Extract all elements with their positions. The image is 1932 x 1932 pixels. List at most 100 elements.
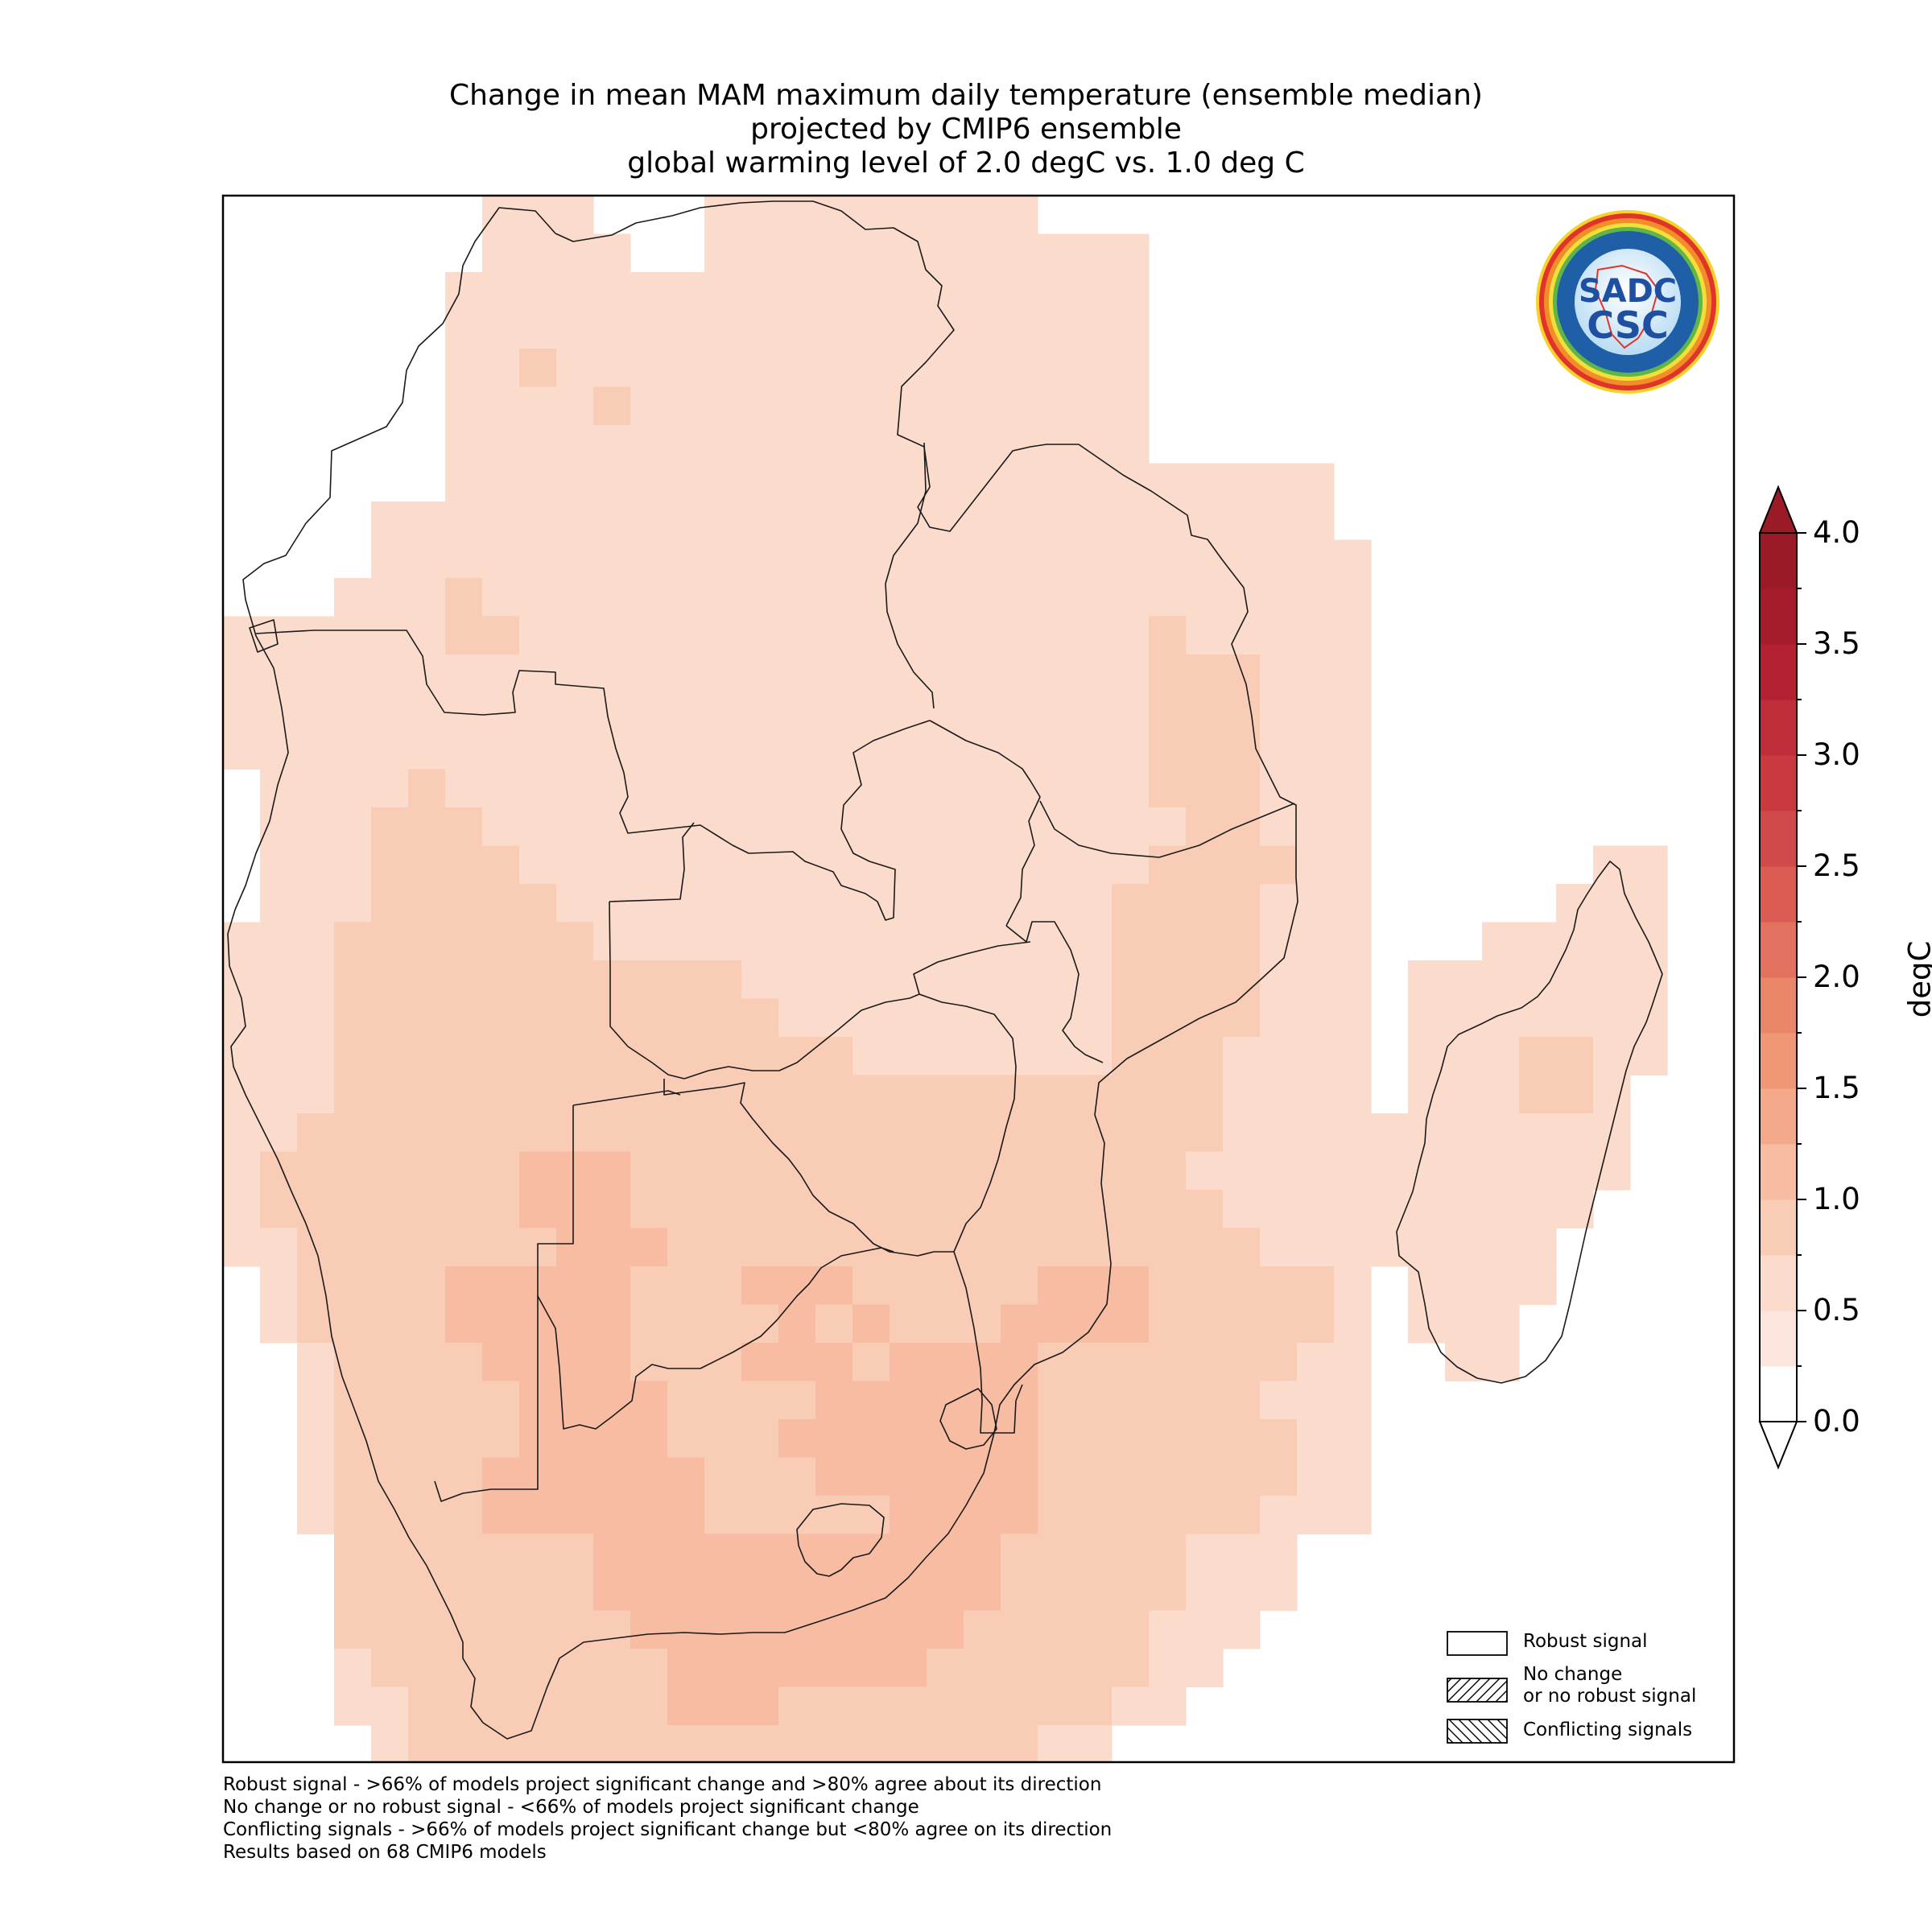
- grid-cell: [1482, 960, 1520, 1000]
- grid-cell: [964, 539, 1001, 579]
- grid-cell: [852, 463, 890, 502]
- grid-cell: [704, 502, 742, 541]
- grid-cell: [445, 1610, 483, 1649]
- grid-cell: [778, 1075, 816, 1114]
- grid-cell: [556, 502, 594, 541]
- grid-cell: [1334, 692, 1372, 732]
- grid-cell: [630, 1840, 668, 1879]
- grid-cell: [667, 463, 705, 502]
- grid-cell: [408, 769, 446, 808]
- grid-cell: [741, 1113, 779, 1153]
- grid-cell: [890, 1686, 927, 1726]
- grid-cell: [704, 1610, 742, 1649]
- grid-cell: [815, 616, 853, 655]
- grid-cell: [1556, 1190, 1594, 1229]
- grid-cell: [482, 616, 520, 655]
- grid-cell: [1223, 1343, 1261, 1382]
- grid-cell: [482, 1572, 520, 1612]
- grid-cell: [815, 1649, 853, 1688]
- grid-cell: [1445, 1343, 1483, 1382]
- colorbar-tick-label: 2.0: [1813, 960, 1860, 994]
- grid-cell: [1334, 1190, 1372, 1229]
- grid-cell: [1186, 1419, 1224, 1459]
- grid-cell: [890, 884, 927, 923]
- grid-cell: [593, 1649, 631, 1688]
- grid-cell: [852, 1075, 890, 1114]
- grid-cell: [1260, 1496, 1298, 1535]
- grid-cell: [890, 1381, 927, 1420]
- grid-cell: [852, 1228, 890, 1267]
- colorbar-segment: [1760, 1311, 1797, 1367]
- grid-cell: [482, 196, 520, 235]
- grid-cell: [1075, 1266, 1113, 1306]
- grid-cell: [1001, 654, 1038, 694]
- grid-cell: [1001, 1151, 1038, 1191]
- grid-cell: [852, 539, 890, 579]
- grid-cell: [593, 1113, 631, 1153]
- grid-cell: [964, 807, 1001, 847]
- grid-cell: [927, 578, 964, 617]
- grid-cell: [482, 731, 520, 770]
- grid-cell: [408, 1686, 446, 1726]
- grid-cell: [1038, 1343, 1075, 1382]
- grid-cell: [1112, 425, 1150, 464]
- grid-cell: [1001, 1381, 1038, 1420]
- grid-cell: [482, 539, 520, 579]
- grid-cell: [778, 654, 816, 694]
- grid-cell: [1186, 1228, 1224, 1267]
- grid-cell: [1038, 272, 1075, 312]
- grid-cell: [1482, 1037, 1520, 1076]
- grid-cell: [334, 1304, 372, 1344]
- grid-cell: [1297, 692, 1335, 732]
- map-title-line-3: global warming level of 2.0 degC vs. 1.0…: [627, 147, 1305, 180]
- colorbar-tick-label: 1.5: [1813, 1071, 1860, 1105]
- colorbar-tick-label: 0.0: [1813, 1404, 1860, 1439]
- grid-cell: [741, 654, 779, 694]
- grid-cell: [1260, 578, 1298, 617]
- grid-cell: [1149, 807, 1187, 847]
- grid-cell: [1223, 922, 1261, 961]
- logo-mark-sadc: SADC: [1579, 273, 1677, 310]
- grid-cell: [630, 1534, 668, 1573]
- grid-cell: [334, 845, 372, 885]
- grid-cell: [482, 1457, 520, 1496]
- grid-cell: [1112, 1534, 1150, 1573]
- grid-cell: [408, 845, 446, 885]
- grid-cell: [593, 1190, 631, 1229]
- grid-cell: [1223, 1381, 1261, 1420]
- grid-cell: [334, 731, 372, 770]
- grid-cell: [630, 425, 668, 464]
- grid-cell: [1334, 1419, 1372, 1459]
- grid-cell: [741, 1419, 779, 1459]
- grid-cell: [1075, 1534, 1113, 1573]
- grid-cell: [1001, 998, 1038, 1038]
- grid-cell: [593, 425, 631, 464]
- grid-cell: [852, 1457, 890, 1496]
- grid-cell: [556, 1496, 594, 1535]
- grid-cell: [630, 1266, 668, 1306]
- grid-cell: [778, 386, 816, 426]
- grid-cell: [445, 884, 483, 923]
- grid-cell: [741, 1075, 779, 1114]
- grid-cell: [556, 1151, 594, 1191]
- grid-cell: [815, 1496, 853, 1535]
- grid-cell: [964, 616, 1001, 655]
- grid-cell: [1112, 1151, 1150, 1191]
- grid-cell: [1038, 1266, 1075, 1306]
- grid-cell: [1260, 692, 1298, 732]
- grid-cell: [482, 1878, 520, 1917]
- grid-cell: [260, 692, 298, 732]
- grid-cell: [482, 463, 520, 502]
- grid-cell: [964, 386, 1001, 426]
- grid-cell: [964, 884, 1001, 923]
- grid-cell: [445, 616, 483, 655]
- grid-cell: [964, 1725, 1001, 1762]
- grid-cell: [519, 1917, 557, 1932]
- grid-cell: [556, 1190, 594, 1229]
- grid-cell: [223, 692, 261, 732]
- grid-cell: [890, 1304, 927, 1344]
- grid-cell: [778, 463, 816, 502]
- grid-cell: [1112, 731, 1150, 770]
- grid-cell: [964, 769, 1001, 808]
- grid-cell: [1223, 1572, 1261, 1612]
